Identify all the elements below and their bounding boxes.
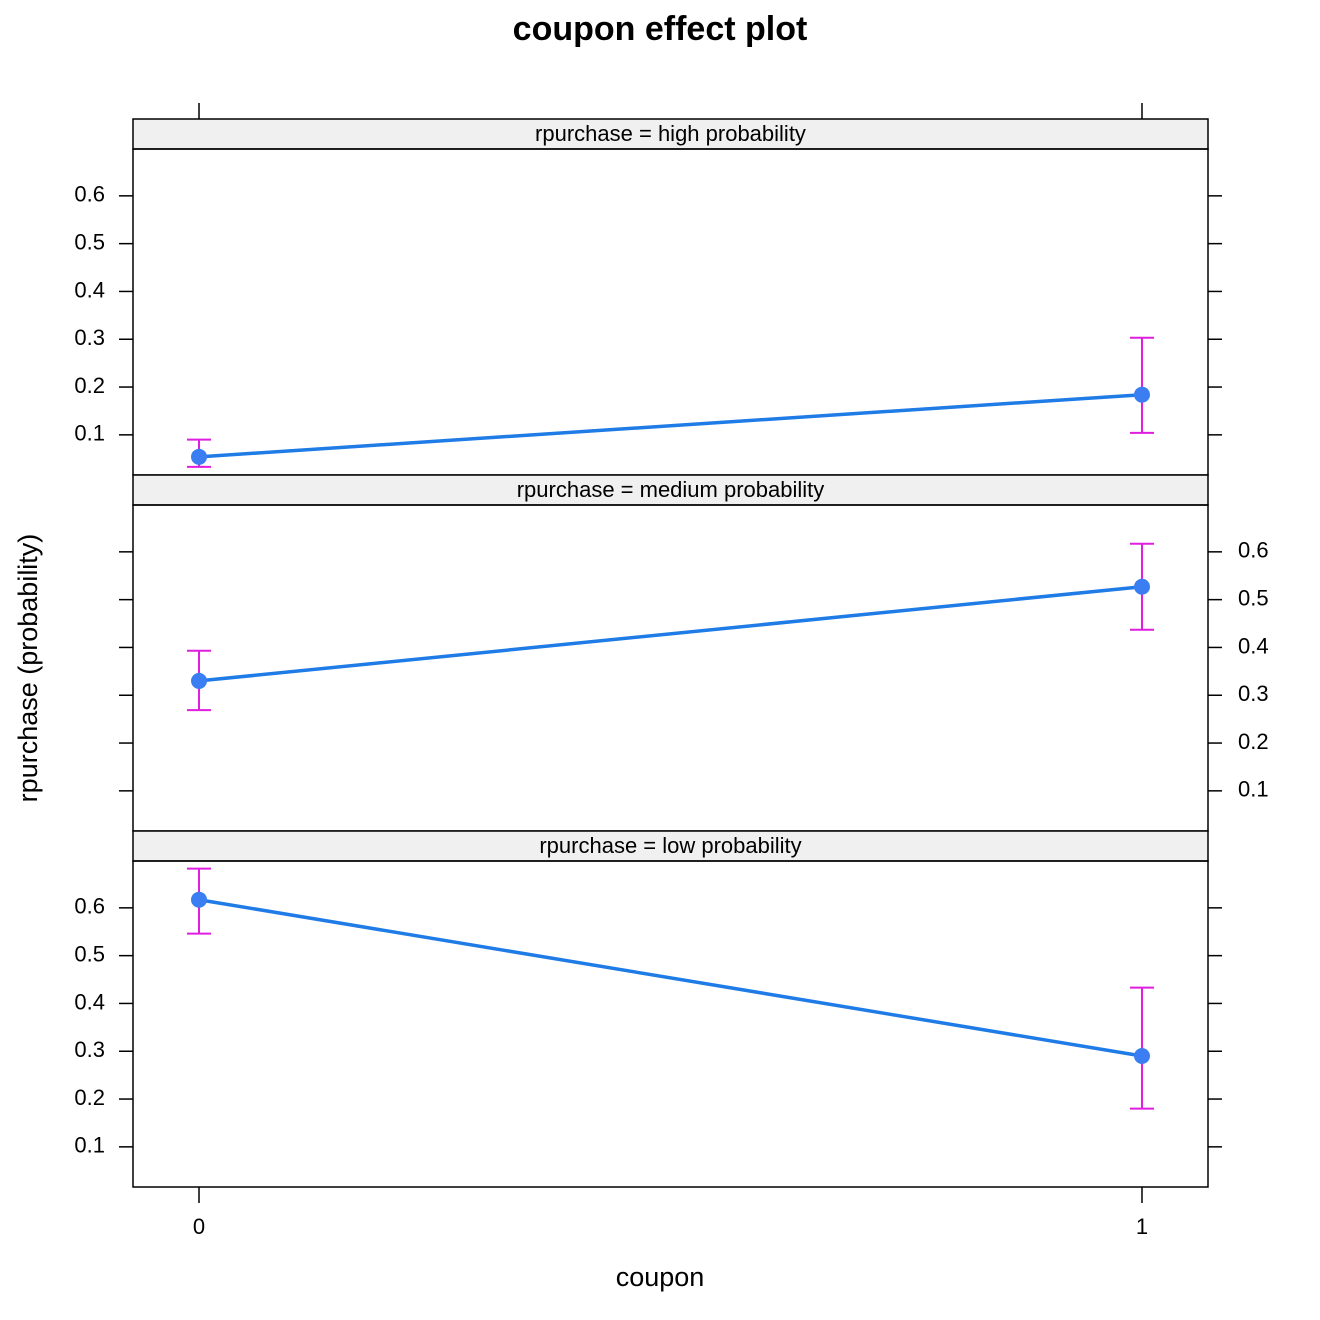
point	[1133, 578, 1150, 595]
strip-label: rpurchase = high probability	[535, 121, 806, 146]
y-tick-label: 0.4	[74, 989, 105, 1014]
y-tick-label: 0.4	[1238, 633, 1269, 658]
y-tick-label: 0.1	[74, 421, 105, 446]
strip-label: rpurchase = low probability	[539, 833, 801, 858]
point	[1133, 1048, 1150, 1065]
point	[191, 448, 208, 465]
y-tick-label: 0.6	[1238, 538, 1269, 563]
strip	[132, 118, 1209, 150]
x-tick-label: 1	[1136, 1214, 1148, 1239]
y-tick-label: 0.6	[74, 182, 105, 207]
y-tick-label: 0.5	[1238, 585, 1269, 610]
panel	[132, 860, 1209, 1188]
y-tick-label: 0.5	[74, 941, 105, 966]
point	[191, 891, 208, 908]
chart-title: coupon effect plot	[513, 10, 808, 48]
point	[1133, 386, 1150, 403]
point	[191, 672, 208, 689]
y-tick-label: 0.5	[74, 229, 105, 254]
y-axis-label: rpurchase (probability)	[13, 534, 43, 803]
y-tick-label: 0.3	[74, 1037, 105, 1062]
x-axis-label: coupon	[616, 1262, 705, 1292]
x-tick-label: 0	[193, 1214, 205, 1239]
strip	[132, 830, 1209, 862]
y-tick-label: 0.6	[74, 894, 105, 919]
y-tick-label: 0.1	[1238, 777, 1269, 802]
y-tick-label: 0.3	[1238, 681, 1269, 706]
error-bar	[1129, 336, 1154, 434]
y-tick-label: 0.1	[74, 1133, 105, 1158]
y-tick-label: 0.3	[74, 325, 105, 350]
y-tick-label: 0.2	[74, 1085, 105, 1110]
strip-label: rpurchase = medium probability	[517, 477, 825, 502]
y-tick-label: 0.2	[74, 373, 105, 398]
effect-line	[198, 584, 1143, 683]
y-tick-label: 0.2	[1238, 729, 1269, 754]
effect-line	[198, 897, 1143, 1058]
y-tick-label: 0.4	[74, 277, 105, 302]
effect-line	[198, 392, 1143, 459]
panel	[132, 504, 1209, 832]
